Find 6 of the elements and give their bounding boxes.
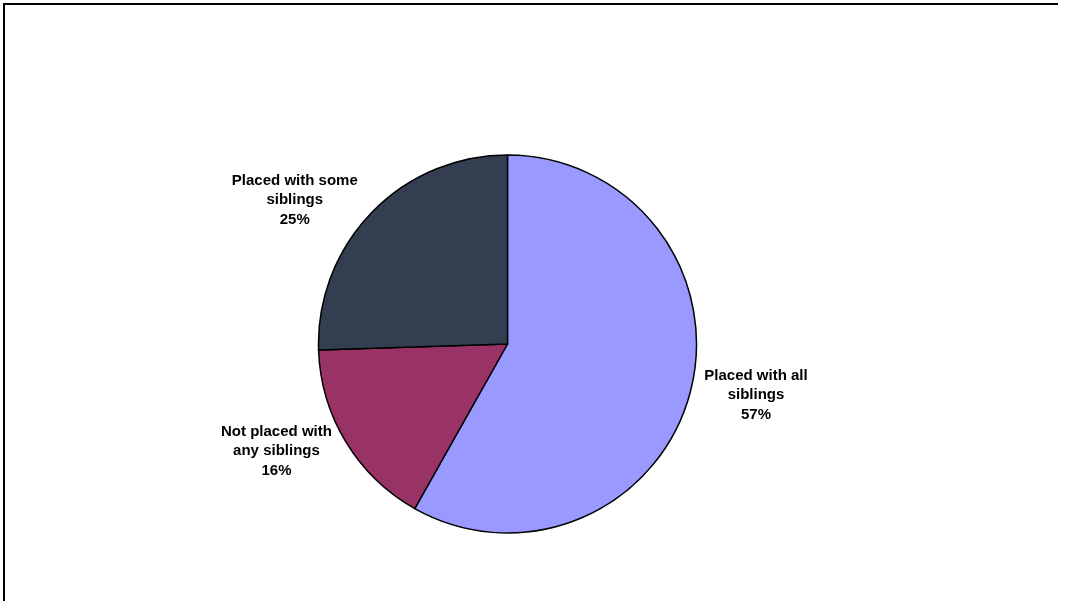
- data-label: 57%: [740, 404, 772, 422]
- slice-label: Placed with all siblings: [704, 365, 808, 403]
- slice-label: Placed with some siblings: [231, 170, 358, 208]
- data-label: 25%: [279, 209, 310, 227]
- slice-label: Not placed with any siblings: [221, 421, 332, 458]
- data-label: 16%: [261, 460, 292, 478]
